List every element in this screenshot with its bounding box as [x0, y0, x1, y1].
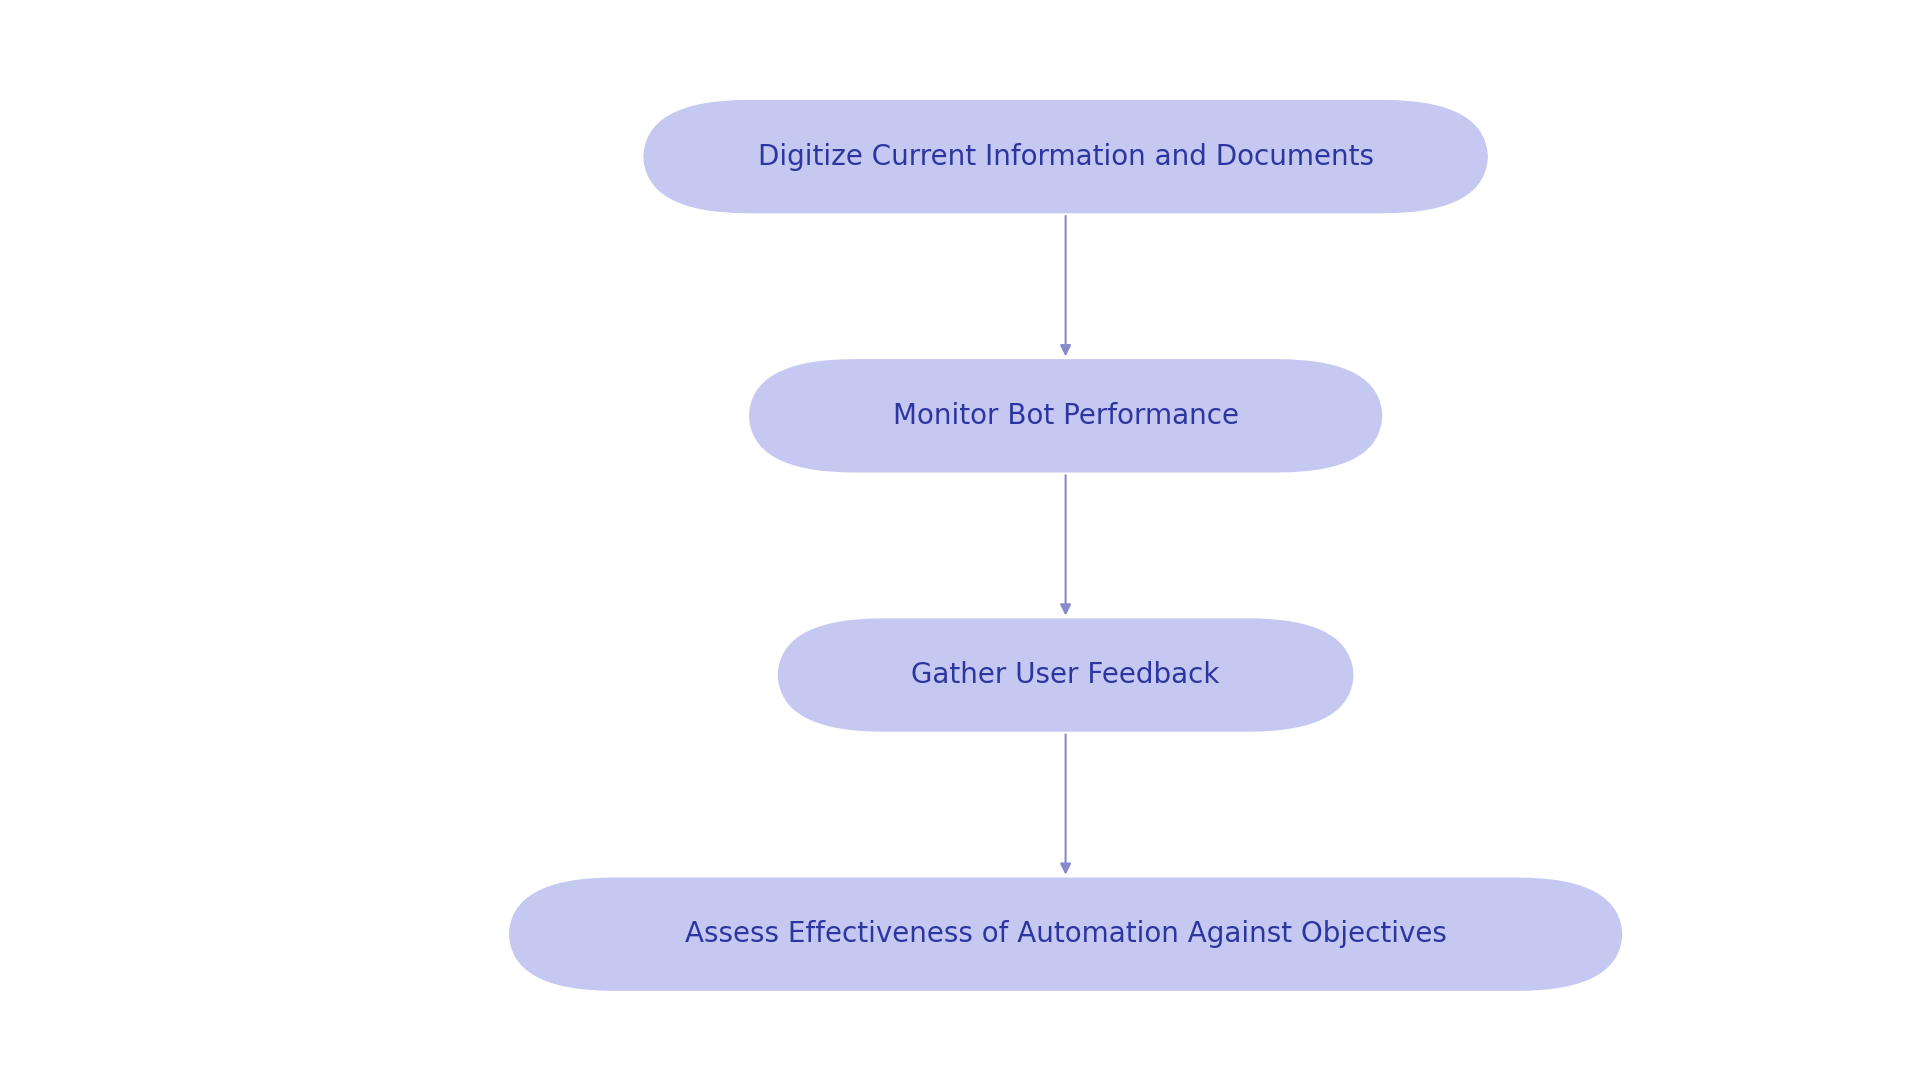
FancyBboxPatch shape — [509, 877, 1622, 991]
Text: Gather User Feedback: Gather User Feedback — [912, 661, 1219, 689]
FancyBboxPatch shape — [643, 99, 1488, 213]
FancyBboxPatch shape — [749, 359, 1382, 473]
Text: Monitor Bot Performance: Monitor Bot Performance — [893, 402, 1238, 430]
Text: Digitize Current Information and Documents: Digitize Current Information and Documen… — [758, 143, 1373, 171]
FancyBboxPatch shape — [778, 618, 1354, 732]
Text: Assess Effectiveness of Automation Against Objectives: Assess Effectiveness of Automation Again… — [685, 920, 1446, 948]
